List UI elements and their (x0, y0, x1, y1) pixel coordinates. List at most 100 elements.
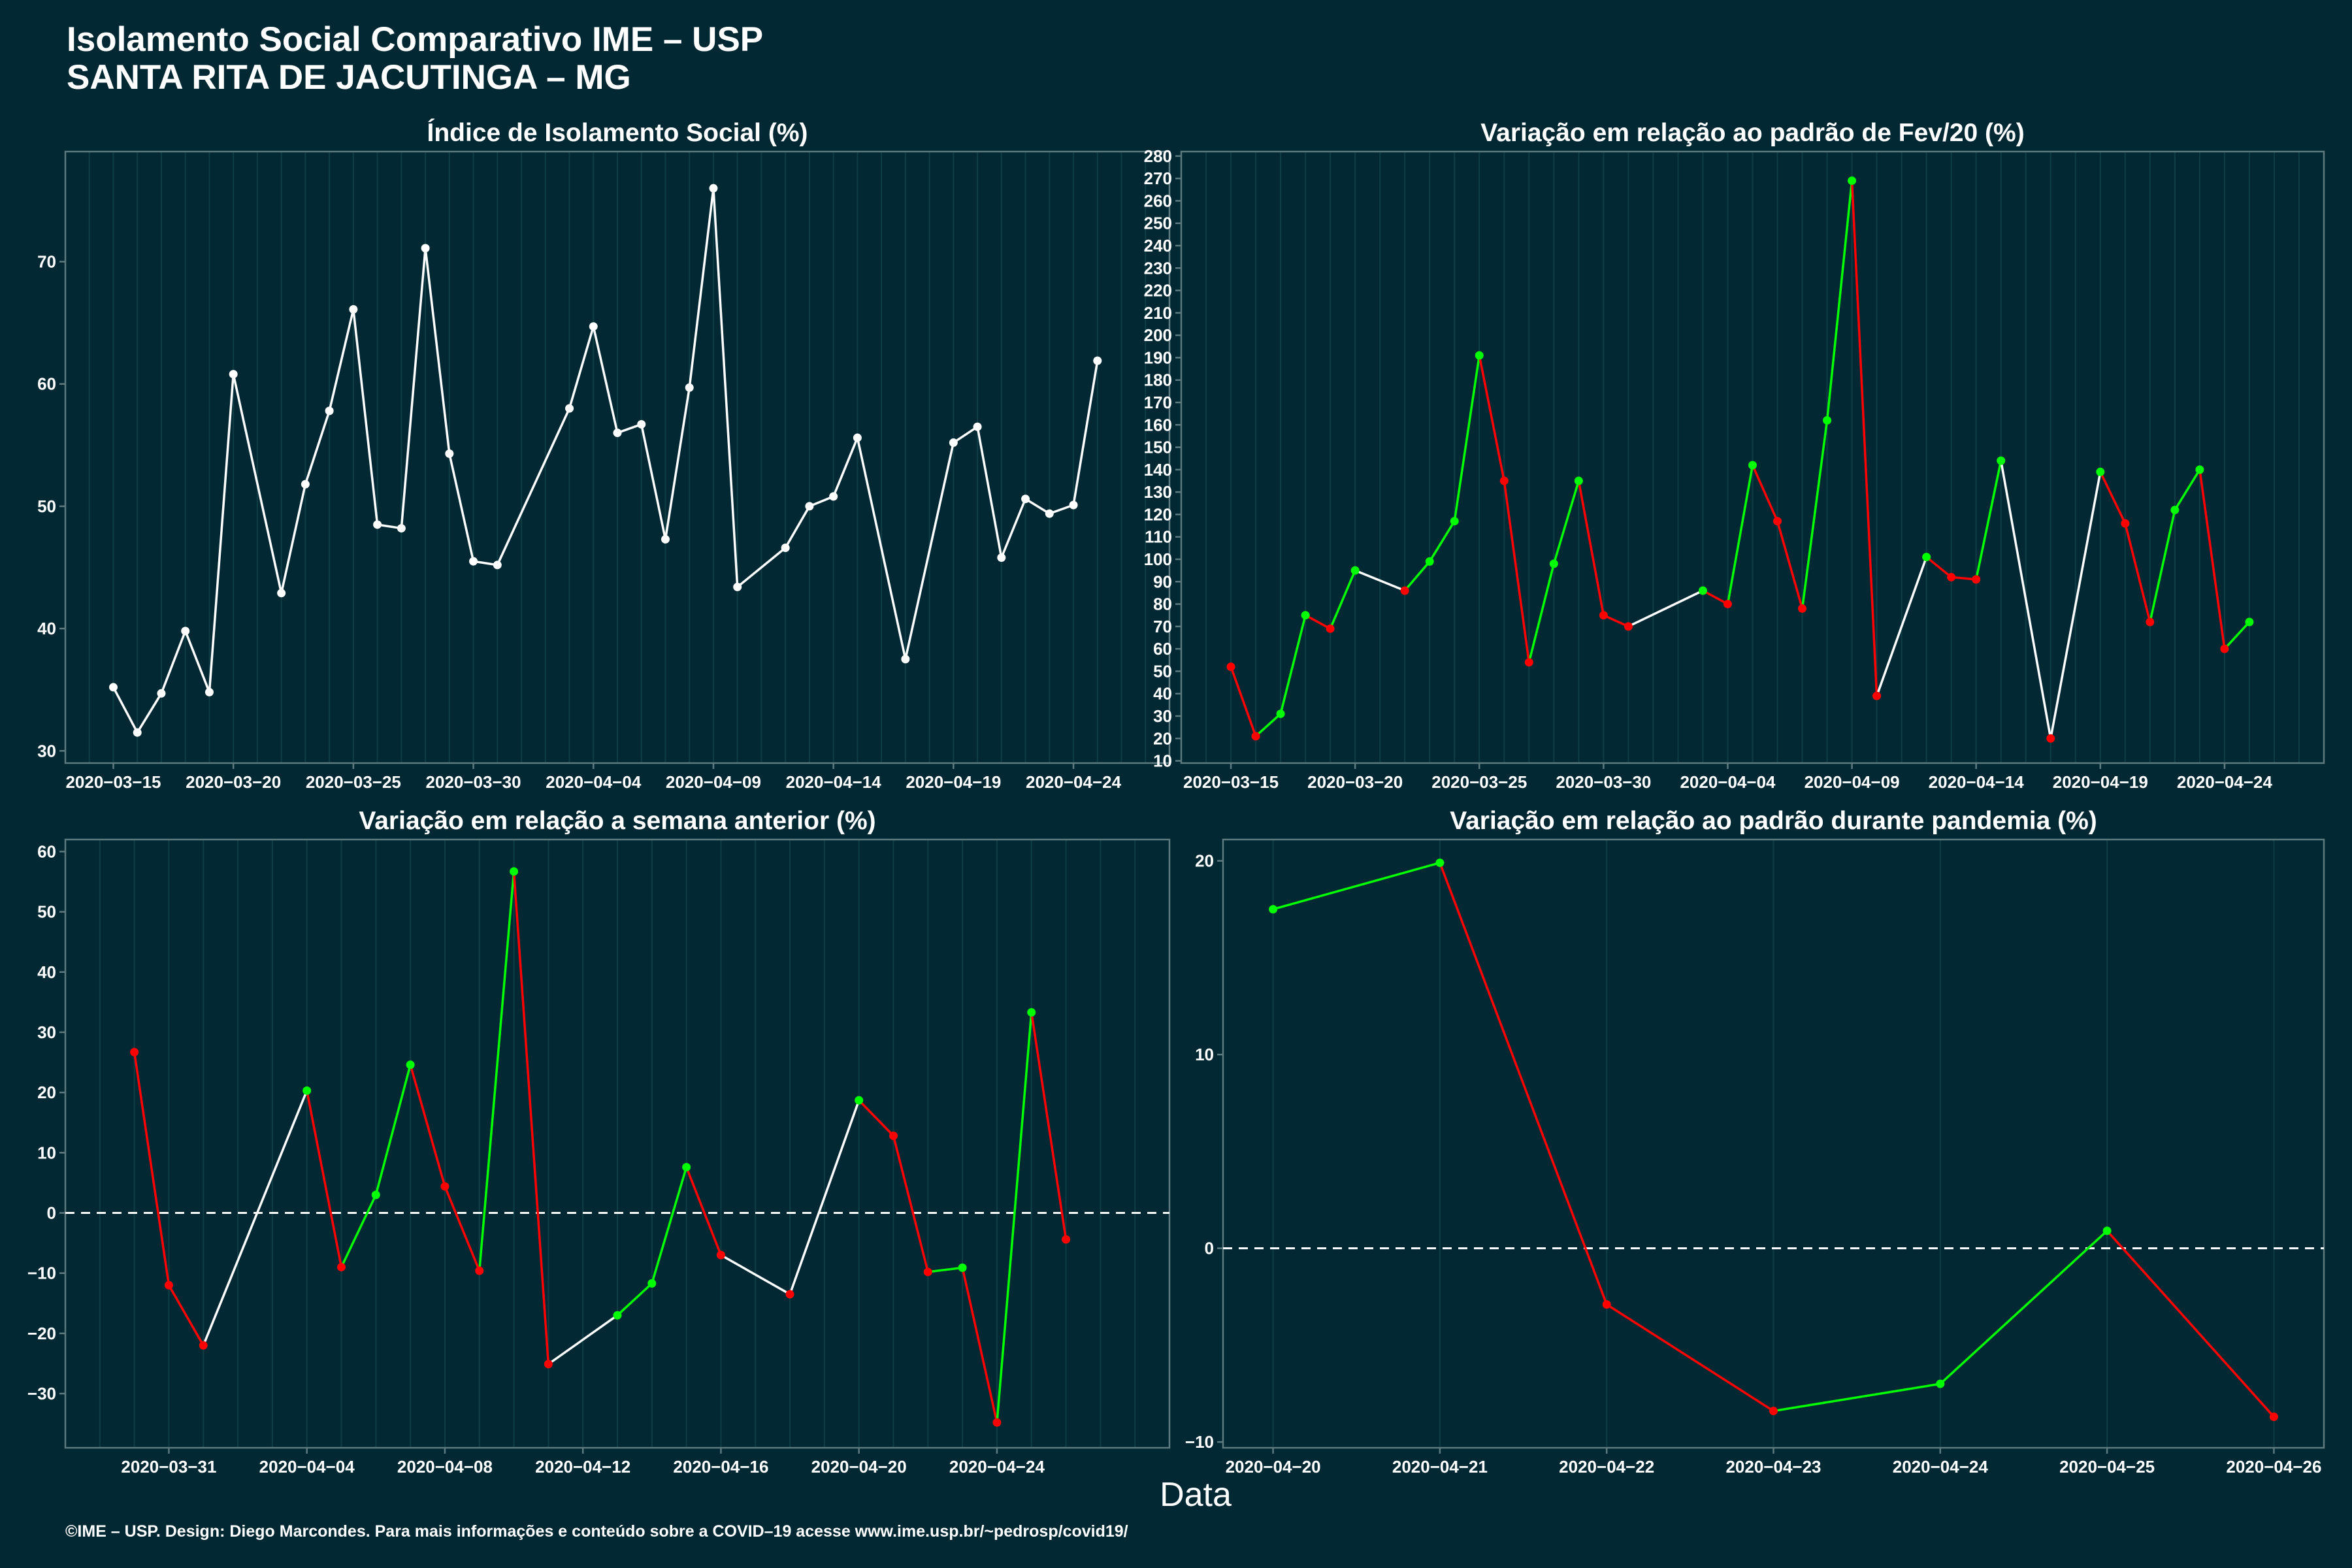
x-tick-label: 2020−04−24 (1893, 1457, 1989, 1477)
series-segment (374, 1063, 412, 1196)
panel-3: Variação em relação a semana anterior (%… (27, 807, 1171, 1477)
data-point (469, 557, 478, 566)
data-point (302, 1086, 312, 1095)
series-segment (352, 308, 379, 526)
data-point (1848, 176, 1857, 186)
data-point (1276, 710, 1285, 719)
series-segment (112, 686, 139, 734)
y-tick-label: 140 (1144, 460, 1172, 480)
y-tick-label: 200 (1144, 325, 1172, 345)
series-segment (1503, 480, 1531, 664)
series-segment (719, 1254, 791, 1296)
series-segment (961, 1266, 998, 1424)
y-tick-label: 0 (47, 1203, 56, 1223)
data-point (997, 553, 1006, 563)
x-tick-label: 2020−04−24 (1026, 772, 1122, 792)
series-segment (1577, 480, 1605, 617)
series-segment (1939, 1230, 2108, 1385)
series-segment (1726, 464, 1754, 606)
series-segment (400, 247, 427, 530)
data-point (325, 406, 334, 416)
x-tick-label: 2020−04−24 (949, 1457, 1045, 1477)
y-tick-label: 110 (1145, 527, 1172, 547)
x-tick-label: 2020−04−08 (397, 1457, 493, 1477)
series-segment (409, 1063, 446, 1188)
y-tick-label: 220 (1144, 281, 1172, 301)
x-tick-label: 2020−04−09 (666, 772, 761, 792)
series-segment (856, 436, 907, 661)
plot-frame (1180, 150, 2325, 764)
series-segment (2099, 470, 2127, 525)
series-segment (832, 436, 859, 498)
data-point (337, 1262, 346, 1271)
panel-title: Variação em relação a semana anterior (%… (359, 807, 875, 835)
data-point (1093, 356, 1102, 365)
data-point (661, 534, 670, 544)
data-point (2195, 465, 2204, 474)
series-segment (478, 870, 515, 1272)
data-point (1872, 691, 1882, 700)
panel-title: Índice de Isolamento Social (%) (427, 118, 808, 147)
x-tick-label: 2020−04−19 (2053, 772, 2148, 792)
series-segment (736, 546, 787, 589)
series-segment (2174, 468, 2201, 512)
series-segment (232, 372, 283, 595)
series-segment (1304, 613, 1331, 630)
series-segment (688, 187, 715, 389)
series-segment (904, 441, 955, 661)
series-segment (1751, 464, 1779, 523)
y-tick-label: 60 (1153, 639, 1172, 659)
data-point (1599, 611, 1608, 620)
series-segment (1354, 569, 1406, 592)
data-point (949, 438, 958, 448)
data-point (1226, 662, 1235, 672)
y-tick-label: 50 (1153, 661, 1172, 681)
series-segment (1552, 480, 1580, 565)
data-point (2121, 519, 2130, 528)
y-tick-label: 260 (1144, 191, 1172, 210)
y-tick-label: 40 (37, 619, 56, 638)
series-segment (304, 410, 331, 485)
x-tick-label: 2020−04−20 (811, 1457, 907, 1477)
data-point (108, 683, 118, 692)
y-tick-label: 270 (1144, 169, 1172, 188)
y-tick-label: −10 (1185, 1432, 1214, 1452)
data-point (1027, 1008, 1036, 1017)
series-segment (448, 452, 475, 563)
data-point (647, 1279, 657, 1288)
series-segment (2124, 522, 2151, 623)
series-segment (640, 423, 667, 541)
series-segment (2149, 508, 2176, 623)
data-point (682, 1162, 691, 1171)
data-point (1602, 1300, 1611, 1309)
x-axis-label: Data (1160, 1476, 1232, 1514)
series-segment (1801, 419, 1829, 610)
panels-group: Índice de Isolamento Social (%)304050607… (27, 118, 2325, 1477)
data-point (1269, 905, 1278, 914)
data-point (1350, 566, 1360, 575)
series-segment (1875, 555, 1928, 697)
y-tick-label: 40 (37, 962, 56, 982)
x-tick-label: 2020−04−23 (1725, 1457, 1821, 1477)
x-tick-label: 2020−03−20 (1307, 772, 1403, 792)
data-point (1997, 456, 2006, 465)
y-tick-label: −30 (27, 1384, 56, 1403)
series-segment (1627, 589, 1705, 628)
x-tick-label: 2020−04−20 (1226, 1457, 1321, 1477)
data-point (397, 524, 406, 533)
y-tick-label: 60 (37, 841, 56, 861)
y-tick-label: 50 (37, 902, 56, 922)
panel-4: Variação em relação ao padrão durante pa… (1185, 807, 2325, 1477)
y-tick-label: 70 (1153, 617, 1172, 636)
data-point (1062, 1235, 1071, 1244)
x-tick-label: 2020−04−12 (535, 1457, 630, 1477)
data-point (277, 589, 286, 598)
y-tick-label: 100 (1144, 549, 1172, 569)
series-segment (328, 308, 355, 412)
data-point (1425, 557, 1434, 566)
series-segment (1602, 613, 1630, 628)
y-tick-label: 30 (1153, 706, 1172, 726)
y-tick-label: 70 (37, 252, 56, 271)
data-point (889, 1132, 898, 1141)
y-tick-label: 170 (1144, 393, 1172, 412)
